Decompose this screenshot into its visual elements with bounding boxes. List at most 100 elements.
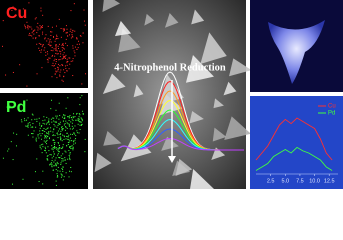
dot (59, 114, 61, 116)
dot (62, 146, 64, 148)
dot (74, 52, 76, 54)
dot (45, 135, 47, 137)
dot (46, 159, 48, 161)
dot (65, 67, 67, 69)
dot (64, 150, 66, 152)
dot (59, 75, 61, 77)
dot (48, 123, 50, 125)
dot (55, 45, 57, 47)
particle (211, 147, 226, 160)
dot (60, 36, 62, 38)
dot (78, 118, 80, 120)
dot (61, 174, 63, 176)
dot (56, 148, 58, 150)
dot (79, 35, 81, 37)
dot (63, 28, 65, 30)
dot (62, 170, 64, 172)
dot (61, 58, 63, 60)
dot (67, 97, 69, 99)
dot (53, 134, 55, 136)
dot (54, 146, 56, 148)
dot (55, 49, 57, 51)
dot (55, 147, 57, 149)
dot (68, 134, 70, 136)
dot (50, 130, 52, 132)
dot (26, 21, 28, 23)
dot (72, 140, 74, 142)
dot (62, 160, 64, 162)
dot (38, 117, 40, 119)
dot (39, 25, 41, 27)
dot (51, 76, 53, 78)
dot (54, 147, 56, 149)
dot (57, 70, 59, 72)
dot (35, 126, 37, 128)
dot (54, 58, 56, 60)
dot (47, 135, 49, 137)
dot (26, 99, 28, 101)
dot (73, 132, 75, 134)
dot (71, 125, 73, 127)
dot (46, 143, 48, 145)
dot (65, 126, 67, 128)
dot (58, 144, 60, 146)
dot (64, 114, 66, 116)
dot (56, 34, 58, 36)
dot (64, 123, 66, 125)
dot (32, 37, 34, 39)
dot (61, 47, 63, 49)
dot (7, 150, 9, 152)
dot (79, 128, 81, 130)
dot (48, 121, 50, 123)
dot (2, 45, 4, 47)
dot (51, 46, 53, 48)
dot (42, 130, 44, 132)
dot (47, 155, 49, 157)
dot (70, 10, 72, 12)
dot (42, 31, 44, 33)
dot (45, 152, 47, 154)
dot (68, 123, 70, 125)
dot (61, 147, 63, 149)
dot (77, 47, 79, 49)
dot (57, 170, 59, 172)
particle (224, 116, 251, 141)
dot (58, 118, 60, 120)
dot (66, 70, 68, 72)
dot (41, 46, 43, 48)
dot (60, 27, 62, 29)
dot (71, 147, 73, 149)
dot (49, 40, 51, 42)
dot (60, 176, 62, 178)
dot (57, 174, 59, 176)
dot (79, 104, 81, 106)
dot (51, 26, 53, 28)
dot (42, 120, 44, 122)
dot (36, 118, 38, 120)
dot (71, 145, 73, 147)
particle (229, 58, 252, 77)
dot (42, 143, 44, 145)
dot (55, 115, 57, 117)
dot (66, 122, 68, 124)
dot (44, 149, 46, 151)
dot (80, 124, 82, 126)
dot (56, 176, 58, 178)
dot (62, 57, 64, 59)
dot (77, 119, 79, 121)
dot (80, 124, 82, 126)
dot (32, 136, 34, 138)
dot (50, 49, 52, 51)
dot (11, 10, 13, 12)
dot (54, 153, 56, 155)
dot (68, 150, 70, 152)
dot (38, 35, 40, 37)
dot (54, 134, 56, 136)
x-tick-label: 2.5 (267, 178, 275, 184)
dot (74, 30, 76, 32)
dot (64, 28, 66, 30)
dot (62, 144, 64, 146)
dot (28, 2, 30, 4)
dot (79, 124, 81, 126)
